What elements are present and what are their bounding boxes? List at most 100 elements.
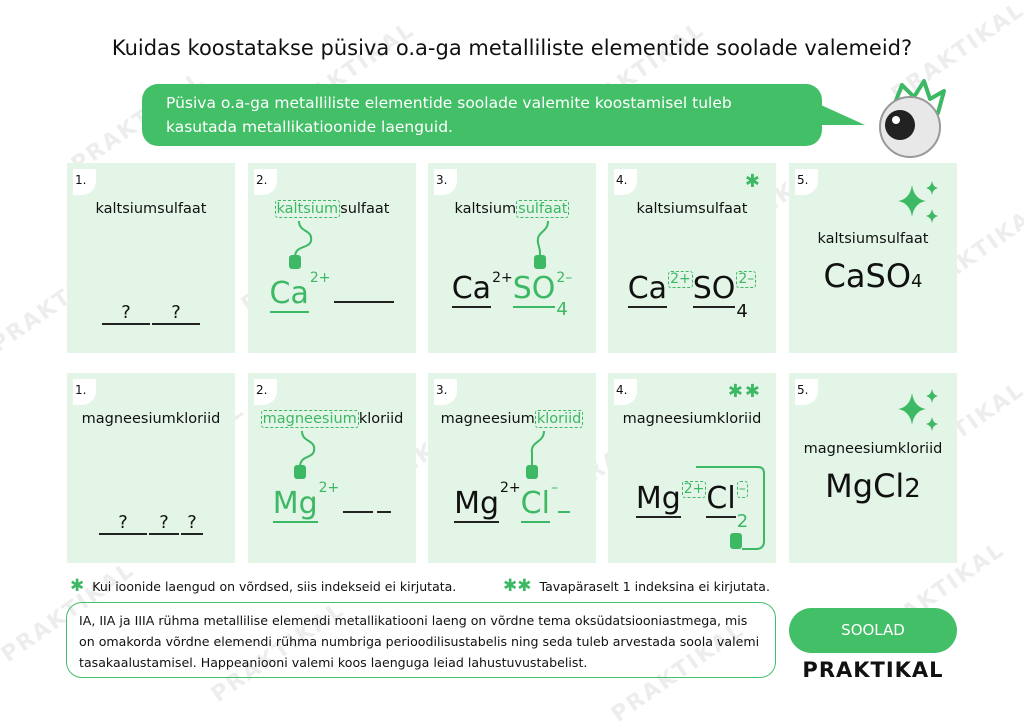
footnote-text: Tavapäraselt 1 indeksina ei kirjutata. [539,579,770,594]
ion-marks: 2+ [500,481,521,496]
cation: Ca [627,271,668,308]
speech-bubble: Püsiva o.a-ga metalliliste elementide so… [142,84,822,146]
arrow [294,430,316,479]
blank: ? [99,512,147,535]
formula: Ca 2+ [248,271,416,313]
asterisk: ✱ [744,171,762,192]
cation: Ca [269,276,309,313]
anion: SO [692,271,736,308]
formula: Mg 2+ [248,481,416,523]
salt-name: kaltsiumsulfaat [636,201,748,217]
charge: 2+ [309,270,331,286]
card: 1. kaltsiumsulfaat ?? [67,163,235,353]
blank-line [557,481,570,513]
name-part: sulfaat [340,201,390,217]
formula-main: CaSO [823,257,911,295]
step-number: 5. [795,169,819,195]
charge: – [550,480,558,496]
step-number: 1. [73,169,97,195]
salt-name: magneesiumkloriid [622,411,762,427]
asterisk: ✱✱ [727,381,762,402]
footnote-marker: ✱ [70,576,85,596]
ion-marks: 2+ [310,271,331,286]
ion-marks: 2+ [668,271,693,288]
arrow [696,466,765,550]
ion-marks: –2 [736,481,749,532]
salt-name: kaltsiumsulfaat [95,201,207,217]
card: 2. magneesium kloriid Mg 2+ [248,373,416,563]
highlight: kloriid [534,410,584,428]
formula: Mg 2+ Cl –2 [608,481,776,532]
card: 4. ✱ kaltsiumsulfaat Ca 2+ SO 2– 4 [608,163,776,353]
ion-marks: 2+ [319,481,340,496]
subscript: 2 [736,511,749,532]
anion: Cl [706,481,736,518]
blank: ? [102,302,150,325]
sparkles [898,181,938,223]
formula: Ca 2+ SO 2– 4 [428,270,596,320]
bubble-tail [810,100,865,125]
subscript: 4 [911,271,923,292]
ion-marks: 2+ [492,271,513,286]
step-number: 4. [614,379,638,405]
name-part: kloriid [358,411,404,427]
blank: ? [149,512,179,535]
info-box: IA, IIA ja IIIA rühma metallilise elemen… [66,602,776,678]
formula: MgCl2 [789,467,957,505]
highlight: magneesium [260,410,359,428]
step-number: 2. [254,379,278,405]
formula: ??? [67,501,235,536]
formula: Ca 2+ SO 2– 4 [608,271,776,322]
salt-name: magneesiumkloriid [81,411,221,427]
card: 3. magneesium kloriid Mg 2+ Cl – [428,373,596,563]
card: 5. magneesiumkloriid MgCl2 [789,373,957,563]
sparkles [898,389,938,431]
subscript: 4 [736,301,748,322]
anion: Cl [520,486,550,523]
cation: Mg [272,486,318,523]
ion-marks: 2+ [681,481,707,498]
formula: CaSO4 [789,257,957,295]
footnote: ✱✱ Tavapäraselt 1 indeksina ei kirjutata. [503,576,770,596]
blank: ? [152,302,200,325]
footnote: ✱ Kui ioonide laengud on võrdsed, siis in… [70,576,456,596]
charge: 2+ [318,480,340,496]
highlight: kaltsium [274,200,341,218]
anion: SO [512,271,556,308]
card: 3. kaltsium sulfaat Ca 2+ SO 2– 4 [428,163,596,353]
topic-button[interactable]: SOOLAD [789,608,957,653]
highlight: sulfaat [516,200,570,218]
formula: ?? [67,291,235,326]
name-part: kaltsium [454,201,517,217]
charge: 2+ [500,480,521,496]
card: 5. kaltsiumsulfaat CaSO4 [789,163,957,353]
subscript: 4 [556,299,568,320]
card: 1. magneesiumkloriid ??? [67,373,235,563]
title: Kuidas koostatakse püsiva o.a-ga metalli… [111,36,913,60]
card: 4. ✱✱ magneesiumkloriid Mg 2+ Cl –2 [608,373,776,563]
formula-main: MgCl [825,467,905,505]
blank-line [343,481,374,513]
step-number: 3. [434,169,458,195]
salt-name: magneesiumkloriid [803,441,943,457]
charge: 2+ [492,270,513,286]
ion-marks: – [551,481,558,496]
formula: Mg 2+ Cl – [428,481,596,523]
charge: 2+ [681,481,707,498]
ion-marks: 2– 4 [736,271,757,322]
name-part: magneesium [440,411,535,427]
step-number: 1. [73,379,97,405]
step-number: 2. [254,169,278,195]
step-number: 5. [795,379,819,405]
mascot [879,79,946,158]
blank: ? [181,512,203,535]
charge: – [736,481,749,498]
blank-line [334,271,395,303]
charge: 2– [556,270,573,286]
cation: Ca [451,271,492,308]
cation: Mg [454,486,499,523]
